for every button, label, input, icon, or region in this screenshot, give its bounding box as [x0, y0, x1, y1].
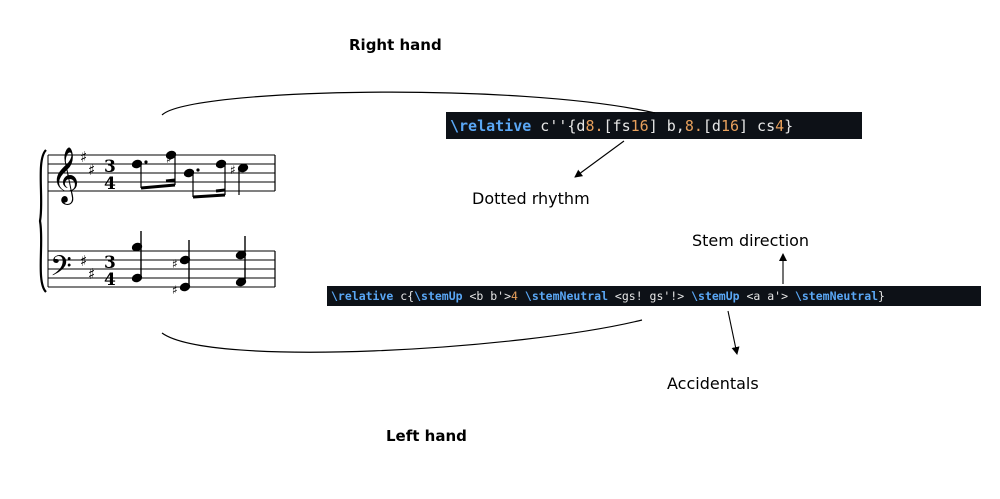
- treble-time-top: 3: [104, 157, 116, 177]
- code-token: ] b,: [648, 116, 685, 135]
- bass-time-top: 3: [104, 253, 116, 273]
- bass-clef-icon: 𝄢: [50, 250, 72, 290]
- code-token: [d: [702, 116, 721, 135]
- bass-notes: ♯ ♯: [131, 231, 247, 297]
- note-d: [131, 159, 143, 169]
- code-token: c''{d: [531, 116, 586, 135]
- bass-sharp-c-icon: ♯: [88, 265, 95, 283]
- code-token: 8.: [585, 116, 604, 135]
- bass-time-bottom: 4: [104, 270, 116, 290]
- code-token: 16: [720, 116, 739, 135]
- dot: [196, 168, 200, 172]
- bass-sharp-f-icon: ♯: [80, 252, 87, 270]
- treble-time-bottom: 4: [104, 174, 116, 194]
- code-token: 4: [511, 289, 518, 303]
- music-symbols: 𝄞 𝄢 ♯ ♯ ♯ ♯ 3 4 3 4: [50, 147, 116, 290]
- code-token: c{: [393, 289, 415, 303]
- sixteenth-beam: [165, 178, 176, 183]
- code-token: <b b'>: [462, 289, 512, 303]
- code-token: <gs! gs'!>: [608, 289, 692, 303]
- accidentals-label: Accidentals: [667, 374, 759, 393]
- code-token: 16: [630, 116, 649, 135]
- sixteenth-beam: [215, 188, 226, 193]
- dotted-rhythm-arrow: [574, 140, 625, 178]
- treble-sharp-f-icon: ♯: [80, 148, 87, 166]
- code-token: }: [878, 289, 885, 303]
- left-hand-label: Left hand: [386, 427, 467, 445]
- grand-staff-brace: [38, 149, 47, 293]
- dot: [144, 160, 148, 164]
- code-token: \stemUp: [691, 289, 740, 303]
- beam: [140, 183, 176, 190]
- music-score: [38, 149, 276, 293]
- code-token: \stemNeutral: [794, 289, 879, 303]
- accidentals-arrow: [727, 310, 740, 355]
- sharp-accidental: ♯: [230, 163, 236, 177]
- note-fsharp: [165, 150, 177, 160]
- bass-staff: [48, 250, 275, 288]
- code-token: <a a'>: [739, 289, 795, 303]
- code-token: \stemUp: [414, 289, 463, 303]
- left-hand-curve: [161, 319, 643, 353]
- sharp-accidental: ♯: [172, 257, 178, 271]
- treble-notes: ♯ ♯: [131, 150, 249, 199]
- beam: [192, 193, 226, 199]
- right-hand-curve: [161, 91, 656, 116]
- code-token: \relative: [450, 116, 532, 135]
- note-b: [183, 168, 195, 178]
- code-token: 8.: [684, 116, 703, 135]
- code-token: \relative: [331, 289, 394, 303]
- left-hand-code: \relative c{\stemUp <b b'> 4 \stemNeutral…: [327, 286, 981, 306]
- note-d: [215, 159, 227, 169]
- code-token: }: [784, 116, 794, 135]
- code-token: 4: [775, 116, 785, 135]
- stem-direction-label: Stem direction: [692, 231, 810, 250]
- treble-clef-icon: 𝄞: [51, 147, 79, 205]
- code-token: ] cs: [739, 116, 776, 135]
- code-token: [fs: [603, 116, 631, 135]
- dotted-rhythm-label: Dotted rhythm: [472, 189, 590, 208]
- code-token: \stemNeutral: [524, 289, 608, 303]
- right-hand-code: \relative c''{d 8. [fs 16] b, 8. [d 16] cs 4}: [446, 112, 862, 139]
- sharp-accidental: ♯: [172, 283, 178, 297]
- treble-sharp-c-icon: ♯: [88, 161, 95, 179]
- right-hand-label: Right hand: [349, 36, 442, 54]
- treble-staff: [48, 154, 275, 192]
